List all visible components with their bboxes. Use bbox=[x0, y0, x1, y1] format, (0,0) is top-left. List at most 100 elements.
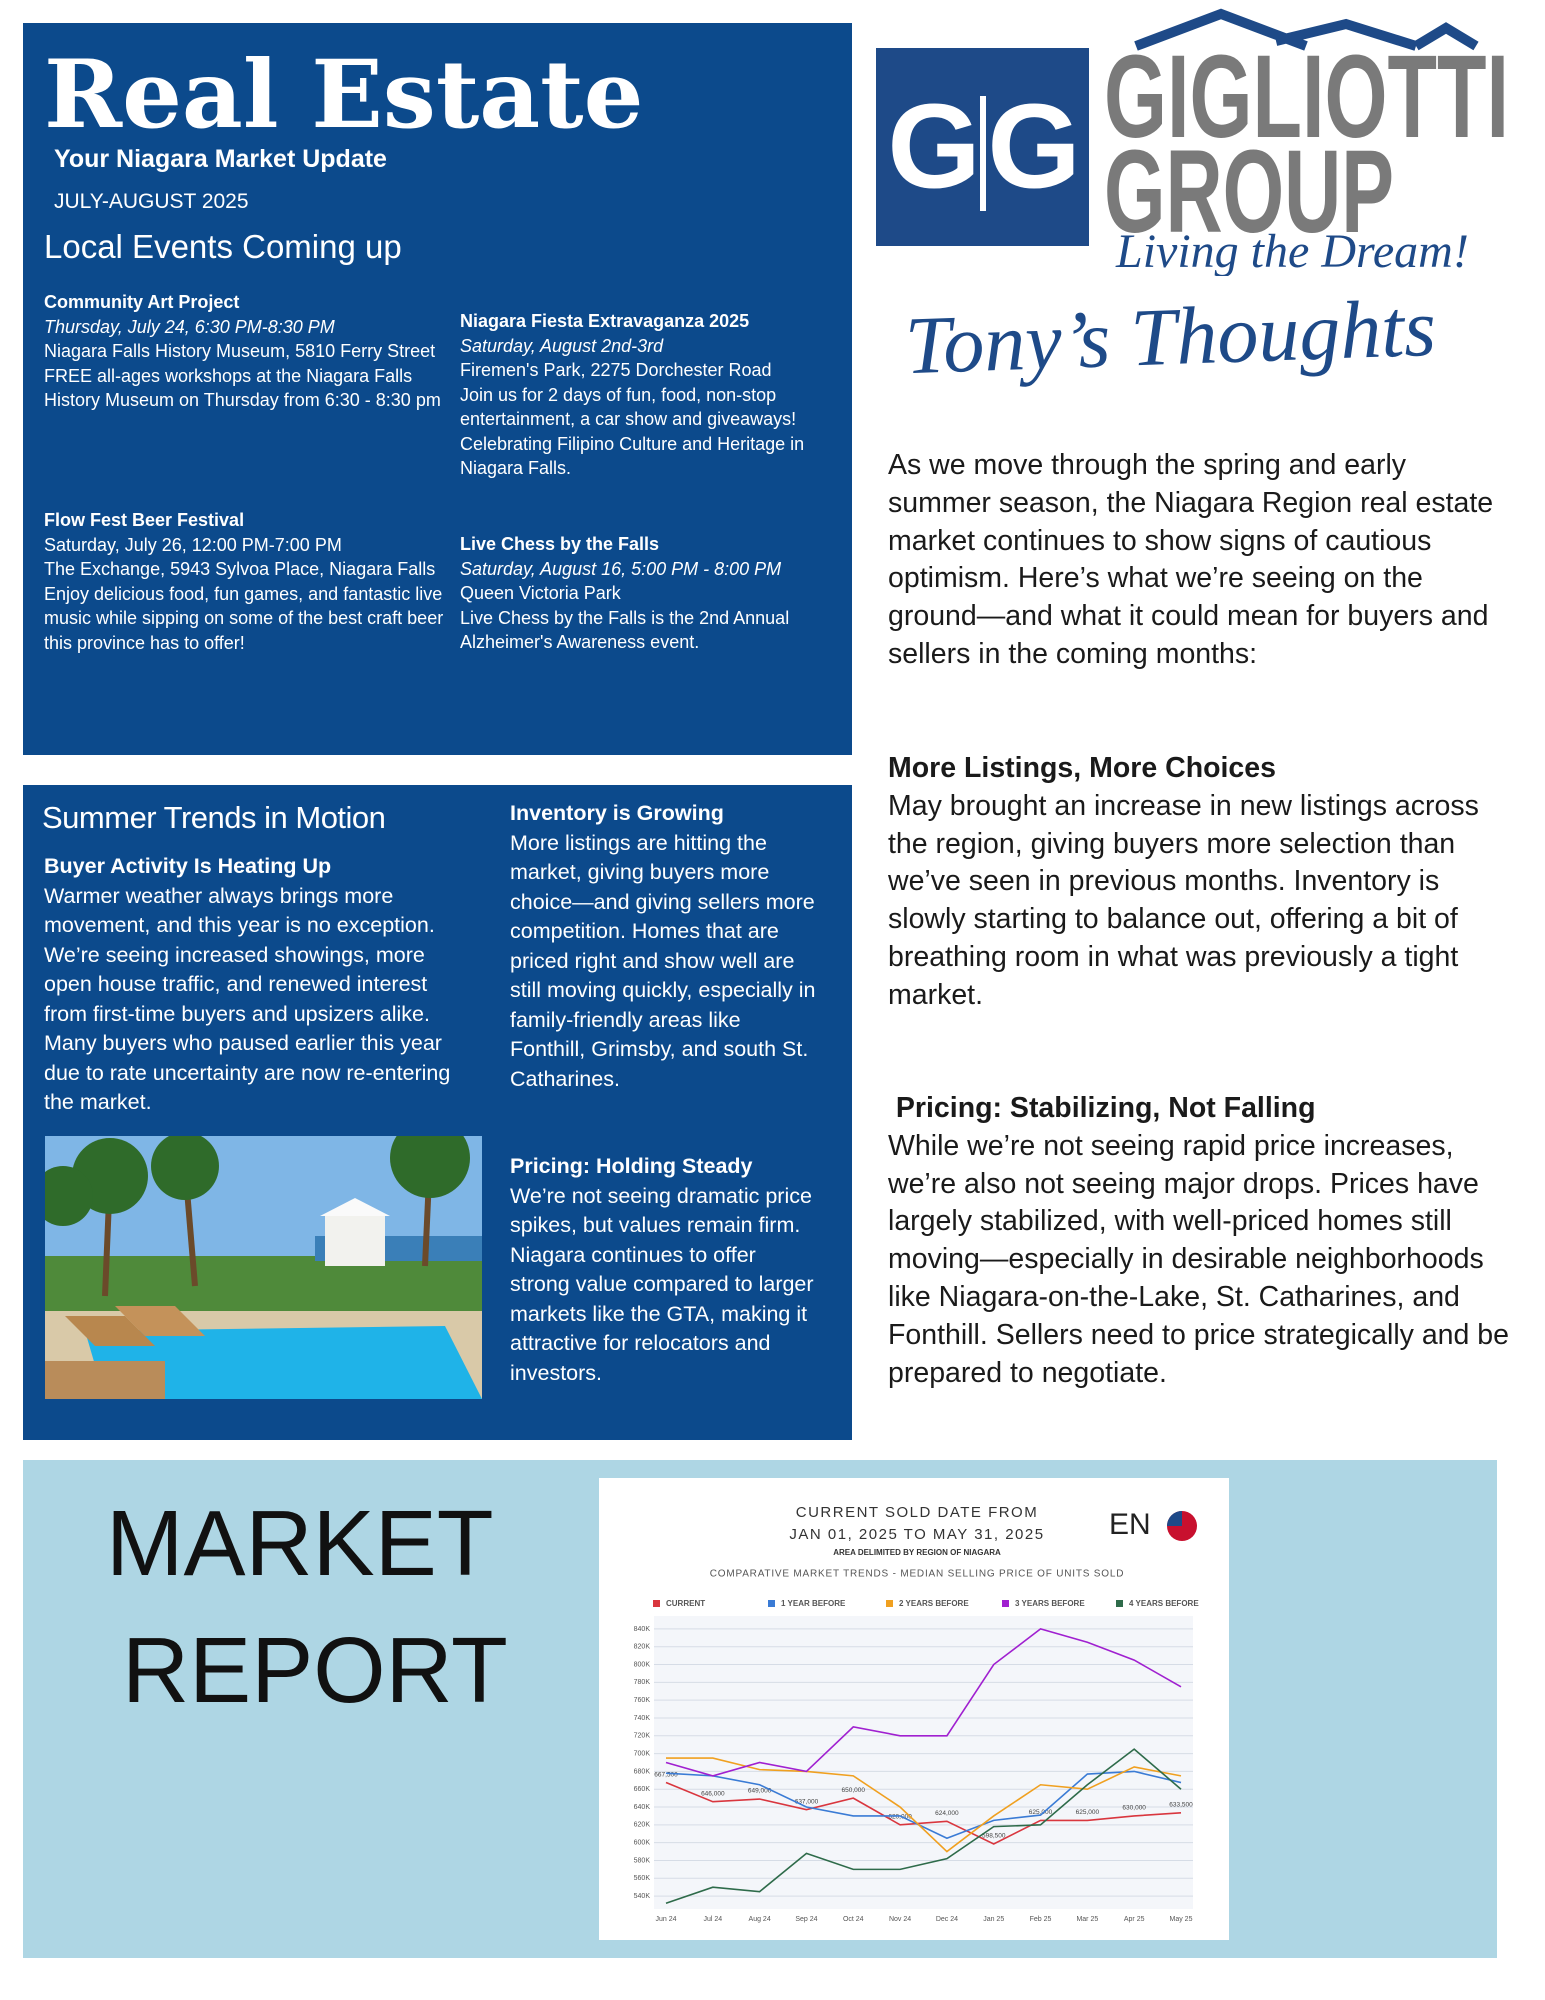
x-tick-label: Oct 24 bbox=[843, 1916, 864, 1923]
event: Niagara Fiesta Extravaganza 2025 Saturda… bbox=[460, 309, 845, 481]
chart-heading: COMPARATIVE MARKET TRENDS - MEDIAN SELLI… bbox=[710, 1569, 1124, 1580]
legend-swatch bbox=[1002, 1600, 1009, 1607]
event-when: Saturday, August 16, 5:00 PM - 8:00 PM bbox=[460, 558, 782, 579]
value-label: 598,500 bbox=[982, 1833, 1006, 1840]
trend-title: Inventory is Growing bbox=[510, 801, 724, 825]
value-label: 624,000 bbox=[935, 1810, 959, 1817]
trend: Inventory is Growing More listings are h… bbox=[510, 799, 820, 1094]
logo-name: GIGLIOTTI bbox=[1104, 31, 1509, 163]
value-label: 650,000 bbox=[842, 1787, 866, 1794]
series-line bbox=[666, 1757, 1182, 1853]
section-title: More Listings, More Choices bbox=[888, 752, 1276, 784]
x-tick-label: May 25 bbox=[1170, 1916, 1193, 1923]
event: Flow Fest Beer Festival Saturday, July 2… bbox=[44, 508, 444, 655]
trend-body: Warmer weather always brings more moveme… bbox=[44, 883, 451, 1115]
event-name: Live Chess by the Falls bbox=[460, 534, 660, 554]
pool-photo bbox=[45, 1136, 482, 1399]
event-description: Live Chess by the Falls is the 2nd Annua… bbox=[460, 607, 790, 653]
chart-logo: EN bbox=[1109, 1508, 1151, 1541]
legend-swatch bbox=[653, 1600, 660, 1607]
x-tick-label: Aug 24 bbox=[749, 1916, 771, 1923]
legend-swatch bbox=[886, 1600, 893, 1607]
series-line bbox=[665, 1770, 1182, 1840]
y-tick-label: 700K bbox=[634, 1750, 651, 1757]
event-description: Join us for 2 days of fun, food, non-sto… bbox=[460, 384, 805, 479]
value-label: 646,000 bbox=[701, 1790, 725, 1797]
value-label: 620,000 bbox=[888, 1814, 912, 1821]
y-tick-label: 740K bbox=[634, 1715, 651, 1722]
legend-swatch bbox=[1116, 1600, 1123, 1607]
value-label: 625,000 bbox=[1076, 1809, 1100, 1816]
y-tick-label: 660K bbox=[634, 1786, 651, 1793]
logo-name: GROUP bbox=[1104, 126, 1394, 258]
y-tick-label: 580K bbox=[634, 1857, 651, 1864]
date: JULY-AUGUST 2025 bbox=[54, 190, 249, 213]
legend-label: CURRENT bbox=[666, 1599, 705, 1608]
x-tick-label: Feb 25 bbox=[1030, 1916, 1052, 1923]
event-where: Firemen's Park, 2275 Dorchester Road bbox=[460, 360, 772, 380]
trend: Buyer Activity Is Heating Up Warmer weat… bbox=[44, 852, 474, 1118]
y-tick-label: 780K bbox=[634, 1679, 651, 1686]
x-tick-label: Mar 25 bbox=[1076, 1916, 1098, 1923]
subtitle: Your Niagara Market Update bbox=[54, 145, 387, 173]
market-heading: REPORT bbox=[122, 1618, 508, 1722]
legend-swatch bbox=[768, 1600, 775, 1607]
event-when: Thursday, July 24, 6:30 PM-8:30 PM bbox=[44, 316, 335, 337]
chart-note: AREA DELIMITED BY REGION OF NIAGARA bbox=[833, 1548, 1001, 1557]
chart-title: CURRENT SOLD DATE FROM bbox=[796, 1504, 1038, 1521]
y-tick-label: 800K bbox=[634, 1661, 651, 1668]
event-when: Saturday, August 2nd-3rd bbox=[460, 335, 664, 356]
legend-label: 4 YEARS BEFORE bbox=[1129, 1599, 1199, 1608]
section-title: Pricing: Stabilizing, Not Falling bbox=[888, 1092, 1316, 1124]
trend-title: Buyer Activity Is Heating Up bbox=[44, 854, 332, 878]
series-line bbox=[665, 1628, 1182, 1777]
trend-body: We’re not seeing dramatic price spikes, … bbox=[510, 1183, 814, 1385]
y-tick-label: 760K bbox=[634, 1697, 651, 1704]
y-tick-label: 620K bbox=[634, 1822, 651, 1829]
x-tick-label: Jul 24 bbox=[703, 1916, 722, 1923]
logo-initial: G bbox=[987, 80, 1080, 214]
legend-label: 3 YEARS BEFORE bbox=[1015, 1599, 1085, 1608]
title: Real Estate bbox=[44, 40, 644, 150]
event-name: Flow Fest Beer Festival bbox=[44, 510, 245, 530]
logo-tagline: Living the Dream! bbox=[1115, 225, 1469, 276]
x-tick-label: Apr 25 bbox=[1124, 1916, 1145, 1923]
value-label: 625,000 bbox=[1029, 1809, 1053, 1816]
y-tick-label: 820K bbox=[634, 1644, 651, 1651]
x-tick-label: Jan 25 bbox=[983, 1916, 1004, 1923]
section-body: May brought an increase in new listings … bbox=[888, 789, 1479, 1011]
event-where: Niagara Falls History Museum, 5810 Ferry… bbox=[44, 341, 436, 361]
y-tick-label: 680K bbox=[634, 1768, 651, 1775]
trend-body: More listings are hitting the market, gi… bbox=[510, 830, 816, 1091]
events-heading: Local Events Coming up bbox=[44, 228, 402, 265]
trend-title: Pricing: Holding Steady bbox=[510, 1154, 753, 1178]
thoughts-section: Pricing: Stabilizing, Not Falling While … bbox=[888, 1090, 1513, 1392]
value-label: 637,000 bbox=[795, 1798, 819, 1805]
event-where: The Exchange, 5943 Sylvoa Place, Niagara… bbox=[44, 559, 436, 579]
y-tick-label: 600K bbox=[634, 1840, 651, 1847]
thoughts-heading: Tony’s Thoughts bbox=[903, 281, 1438, 392]
value-label: 630,000 bbox=[1122, 1805, 1146, 1812]
thoughts-section: More Listings, More Choices May brought … bbox=[888, 750, 1513, 1015]
x-tick-label: Dec 24 bbox=[936, 1916, 958, 1923]
series-line bbox=[665, 1781, 1182, 1845]
legend-label: 2 YEARS BEFORE bbox=[899, 1599, 969, 1608]
event-when: Saturday, July 26, 12:00 PM-7:00 PM bbox=[44, 534, 342, 555]
market-heading: MARKET bbox=[106, 1491, 494, 1595]
trend: Pricing: Holding Steady We’re not seeing… bbox=[510, 1152, 820, 1388]
event-description: Enjoy delicious food, fun games, and fan… bbox=[44, 583, 444, 653]
plot-area bbox=[654, 1616, 1193, 1909]
legend-label: 1 YEAR BEFORE bbox=[781, 1599, 846, 1608]
x-tick-label: Sep 24 bbox=[795, 1916, 817, 1923]
y-tick-label: 840K bbox=[634, 1626, 651, 1633]
event-where: Queen Victoria Park bbox=[460, 583, 621, 603]
y-tick-label: 560K bbox=[634, 1875, 651, 1882]
event-description: FREE all-ages workshops at the Niagara F… bbox=[44, 365, 441, 411]
value-label: 667,500 bbox=[654, 1771, 678, 1778]
thoughts-intro: As we move through the spring and early … bbox=[888, 449, 1494, 670]
y-tick-label: 640K bbox=[634, 1804, 651, 1811]
chart: CURRENT SOLD DATE FROM JAN 01, 2025 TO M… bbox=[599, 1478, 1229, 1940]
events-panel bbox=[23, 23, 852, 755]
trends-heading: Summer Trends in Motion bbox=[42, 800, 386, 835]
